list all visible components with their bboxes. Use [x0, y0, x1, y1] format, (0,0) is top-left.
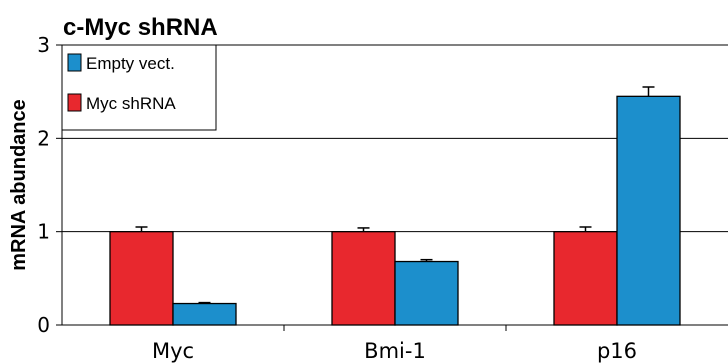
legend-swatch: [67, 93, 82, 112]
y-tick-label: 1: [37, 220, 50, 244]
category-label: Myc: [152, 339, 194, 363]
bar: [172, 302, 237, 326]
y-tick-label: 3: [37, 33, 50, 57]
y-axis-label: mRNA abundance: [8, 99, 30, 271]
y-tick-label: 0: [37, 313, 50, 337]
legend-label: Empty vect.: [86, 54, 175, 73]
bar: [109, 231, 174, 326]
y-tick-label: 2: [37, 126, 50, 150]
bar: [394, 260, 459, 326]
category-label: Bmi-1: [364, 339, 426, 363]
bar: [331, 231, 396, 326]
bars: [109, 86, 681, 326]
category-label: p16: [597, 339, 637, 363]
legend-box: [61, 44, 217, 131]
legend-swatch: [67, 53, 82, 72]
bar: [553, 231, 618, 326]
legend: Empty vect. Myc shRNA: [61, 44, 217, 131]
chart-title: c-Myc shRNA: [63, 14, 218, 41]
legend-label: Myc shRNA: [86, 94, 176, 113]
bar: [616, 95, 681, 326]
